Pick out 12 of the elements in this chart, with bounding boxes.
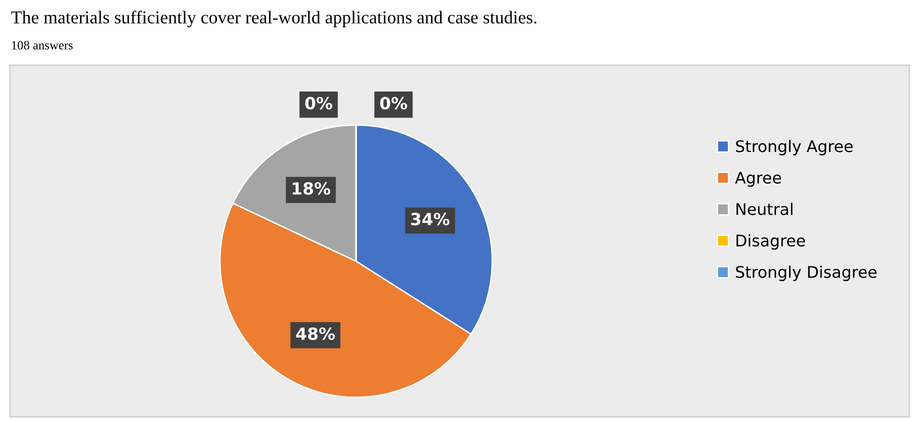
data-label: 18% <box>292 182 330 195</box>
chart-title: The materials sufficiently cover real-world applications and case studies. <box>11 10 536 28</box>
text: 0% <box>305 96 332 110</box>
legend-label: Strongly Agree <box>736 140 853 156</box>
data-label: 34% <box>411 212 450 226</box>
legend-label: Strongly Disagree <box>736 266 877 282</box>
text: 108 answers <box>12 41 73 50</box>
legend-label: Neutral <box>736 202 792 216</box>
data-label: 48% <box>296 327 335 340</box>
legend-label: Disagree <box>736 234 805 250</box>
text: 0% <box>380 96 408 110</box>
legend-label: Agree <box>735 172 782 187</box>
